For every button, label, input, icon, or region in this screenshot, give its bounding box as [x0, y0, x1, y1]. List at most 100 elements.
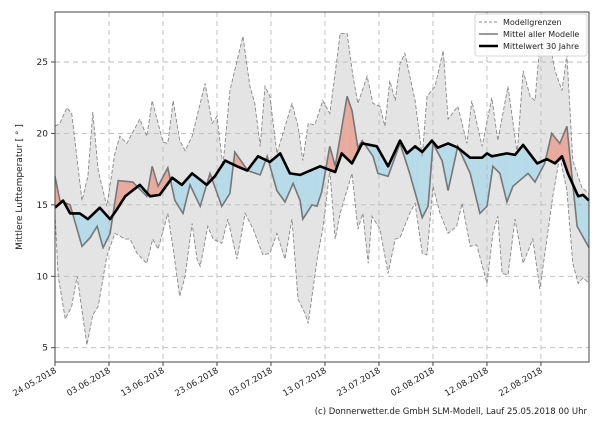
anomaly-fill-warm — [126, 181, 128, 196]
anomaly-fill-cool — [219, 168, 221, 202]
anomaly-fill-cool — [421, 151, 423, 218]
anomaly-fill-cool — [91, 214, 94, 236]
anomaly-fill-cool — [280, 154, 283, 198]
credit-text: (c) Donnerwetter.de GmbH SLM-Modell, Lau… — [315, 407, 588, 417]
anomaly-fill-cool — [445, 143, 448, 186]
anomaly-fill-cool — [577, 195, 580, 230]
anomaly-fill-cool — [103, 211, 105, 247]
anomaly-fill-cool — [226, 161, 229, 199]
x-axis: 24.05.2018 03.06.2018 13.06.2018 23.06.2018… — [11, 362, 544, 399]
anomaly-fill-cool — [100, 208, 102, 242]
anomaly-fill-warm — [348, 101, 351, 162]
anomaly-fill-cool — [513, 154, 516, 186]
anomaly-fill-warm — [164, 172, 166, 189]
legend-label-mean: Mittel aller Modelle — [503, 30, 579, 39]
anomaly-fill-cool — [181, 184, 183, 213]
legend: Modellgrenzen Mittel aller Modelle Mitte… — [474, 13, 588, 57]
anomaly-fill-cool — [509, 153, 512, 195]
anomaly-fill-cool — [504, 153, 506, 196]
anomaly-fill-cool — [319, 166, 321, 199]
anomaly-fill-warm — [554, 137, 557, 164]
anomaly-fill-cool — [99, 208, 101, 238]
anomaly-fill-warm — [118, 180, 121, 207]
anomaly-fill-cool — [305, 172, 307, 215]
anomaly-fill-cool — [286, 165, 288, 200]
anomaly-fill-cool — [218, 169, 220, 199]
model-lower-bound-line — [54, 156, 590, 345]
anomaly-fill-warm — [121, 180, 124, 202]
anomaly-fill-cool — [440, 146, 442, 160]
anomaly-fill-cool — [423, 149, 425, 216]
anomaly-fill-cool — [277, 154, 279, 193]
y-tick-label: 10 — [37, 272, 49, 282]
anomaly-fill-warm — [344, 105, 346, 158]
anomaly-fill-cool — [409, 150, 411, 176]
anomaly-fill-cool — [281, 156, 284, 199]
anomaly-fill-cool — [415, 146, 418, 199]
anomaly-fill-cool — [309, 170, 312, 209]
anomaly-fill-warm — [165, 170, 167, 188]
anomaly-fill-cool — [180, 183, 182, 211]
anomaly-fill-cool — [192, 173, 194, 192]
anomaly-fill-cool — [316, 167, 318, 207]
anomaly-fill-cool — [484, 154, 487, 209]
anomaly-fill-cool — [525, 148, 528, 176]
anomaly-fill-cool — [287, 167, 289, 198]
anomaly-fill-warm — [120, 180, 123, 204]
anomaly-fill-cool — [96, 210, 98, 229]
anomaly-fill-warm — [551, 133, 554, 163]
anomaly-fill-cool — [222, 163, 224, 206]
anomaly-fill-cool — [450, 144, 452, 181]
anomaly-fill-cool — [175, 180, 178, 204]
anomaly-fill-cool — [503, 153, 505, 192]
anomaly-fill-cool — [535, 161, 537, 181]
anomaly-fill-cool — [499, 154, 502, 178]
anomaly-fill-cool — [449, 143, 451, 186]
model-upper-bound-line — [54, 32, 590, 207]
anomaly-fill-cool — [531, 155, 533, 179]
anomaly-fill-cool — [294, 174, 297, 191]
anomaly-fill-cool — [530, 154, 532, 178]
anomaly-fill-cool — [376, 146, 379, 174]
anomaly-fill-cool — [508, 153, 510, 198]
anomaly-fill-warm — [553, 136, 556, 164]
anomaly-fill-cool — [448, 143, 450, 191]
x-tick-label: 13.06.2018 — [119, 366, 166, 399]
anomaly-fill-cool — [289, 172, 291, 193]
anomaly-fill-warm — [152, 166, 154, 196]
anomaly-fill-cool — [371, 145, 373, 156]
anomaly-fill-cool — [496, 155, 499, 172]
anomaly-fill-cool — [516, 152, 518, 184]
anomaly-fill-cool — [533, 158, 535, 182]
anomaly-fill-cool — [317, 166, 319, 205]
anomaly-fill-cool — [227, 161, 230, 197]
grid-lines — [55, 12, 589, 362]
x-tick-label: 12.08.2018 — [443, 366, 490, 399]
legend-label-range: Modellgrenzen — [503, 18, 562, 27]
anomaly-fill-cool — [89, 216, 91, 239]
anomaly-fill-cool — [313, 168, 315, 206]
anomaly-fill-cool — [585, 196, 587, 243]
y-tick-label: 25 — [37, 58, 48, 68]
anomaly-fill-warm — [123, 181, 125, 200]
anomaly-fill-cool — [315, 167, 317, 207]
anomaly-fill-cool — [524, 147, 527, 177]
anomaly-fill-cool — [223, 161, 225, 204]
anomaly-fill-cool — [178, 182, 180, 208]
anomaly-fill-cool — [191, 173, 193, 190]
anomaly-fill-cool — [254, 159, 257, 174]
anomaly-fill-cool — [480, 157, 482, 213]
x-tick-label: 03.07.2018 — [227, 366, 274, 399]
anomaly-fill-cool — [224, 160, 226, 202]
anomaly-fill-cool — [382, 155, 384, 175]
anomaly-fill-cool — [177, 181, 179, 206]
anomaly-fill-cool — [505, 153, 507, 200]
anomaly-fill-cool — [106, 215, 109, 241]
anomaly-fill-cool — [500, 154, 503, 183]
anomaly-fill-cool — [279, 153, 281, 196]
y-tick-label: 20 — [37, 129, 49, 139]
x-tick-label: 23.06.2018 — [173, 366, 220, 399]
anomaly-fill-cool — [102, 210, 104, 247]
anomaly-fill-cool — [467, 155, 469, 170]
